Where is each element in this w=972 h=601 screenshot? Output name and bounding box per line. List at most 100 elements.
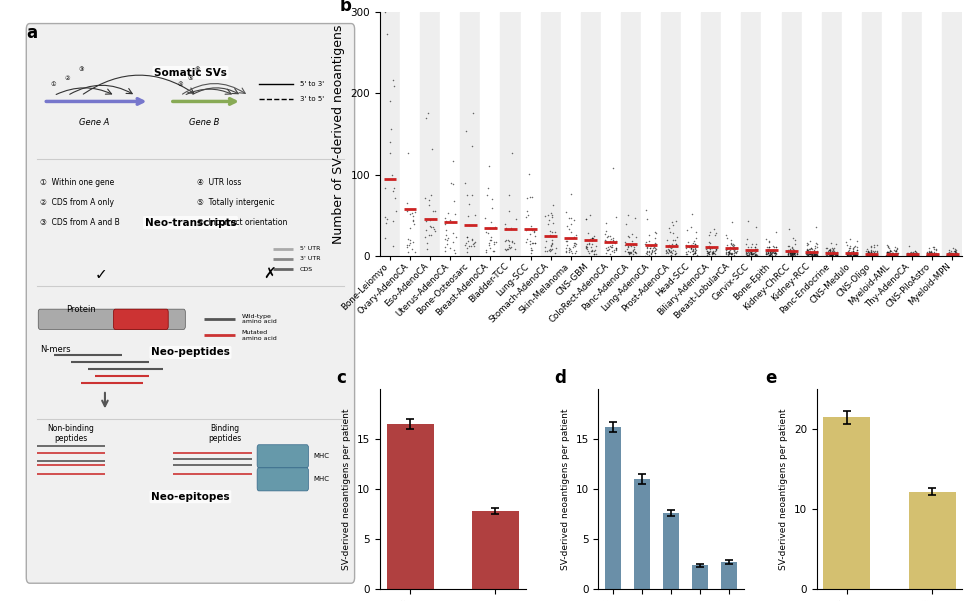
- Point: [742, 248, 757, 258]
- Point: [706, 249, 721, 258]
- Point: [547, 248, 563, 257]
- Point: [884, 249, 899, 258]
- Point: [626, 239, 642, 249]
- Point: [568, 230, 583, 240]
- Point: [920, 250, 935, 260]
- Point: [742, 245, 757, 255]
- Point: [578, 243, 594, 252]
- Point: [923, 251, 939, 260]
- Point: [885, 249, 900, 259]
- Point: [860, 251, 876, 260]
- Point: [643, 245, 659, 255]
- Point: [647, 227, 663, 236]
- Point: [901, 248, 917, 258]
- Point: [746, 244, 762, 254]
- Point: [840, 248, 855, 257]
- Point: [461, 220, 476, 230]
- Point: [840, 249, 855, 259]
- Point: [823, 249, 839, 259]
- Point: [824, 250, 840, 260]
- Point: [906, 248, 921, 258]
- Point: [945, 249, 960, 258]
- Point: [766, 242, 781, 252]
- Point: [739, 234, 754, 244]
- Point: [909, 251, 924, 261]
- Point: [486, 237, 502, 247]
- Point: [799, 249, 815, 259]
- Point: [866, 248, 882, 257]
- Point: [478, 227, 494, 237]
- Point: [943, 251, 958, 260]
- Point: [483, 236, 499, 245]
- Text: Somatic SVs: Somatic SVs: [154, 67, 226, 78]
- Point: [928, 244, 944, 254]
- Point: [925, 249, 941, 259]
- Point: [621, 232, 637, 242]
- Point: [949, 245, 964, 254]
- Point: [747, 242, 763, 252]
- Point: [928, 245, 944, 254]
- Point: [781, 224, 797, 233]
- Point: [799, 245, 815, 255]
- Point: [950, 249, 965, 259]
- Point: [944, 249, 959, 258]
- Point: [406, 219, 422, 228]
- Point: [564, 220, 579, 230]
- Point: [907, 246, 922, 256]
- Point: [920, 250, 936, 260]
- Point: [781, 246, 797, 256]
- Point: [687, 245, 703, 254]
- Point: [668, 242, 683, 251]
- Point: [903, 249, 919, 259]
- Point: [544, 213, 560, 222]
- Point: [900, 251, 916, 260]
- Point: [400, 240, 416, 250]
- Point: [925, 250, 941, 260]
- Point: [747, 243, 763, 252]
- Point: [823, 250, 839, 260]
- Point: [900, 249, 916, 259]
- Point: [947, 247, 962, 257]
- Point: [861, 250, 877, 260]
- Point: [810, 240, 825, 249]
- Point: [845, 246, 860, 256]
- Point: [826, 246, 842, 256]
- Point: [569, 246, 584, 256]
- Point: [805, 249, 820, 259]
- Point: [908, 250, 923, 260]
- Point: [669, 241, 684, 251]
- Point: [740, 248, 755, 257]
- Point: [682, 248, 698, 257]
- Point: [908, 251, 923, 260]
- Point: [620, 247, 636, 257]
- Point: [542, 209, 558, 218]
- Point: [806, 250, 821, 260]
- Point: [646, 246, 662, 256]
- Point: [723, 249, 739, 259]
- Point: [863, 246, 879, 255]
- Point: [929, 251, 945, 260]
- Point: [862, 249, 878, 258]
- Point: [907, 251, 922, 260]
- Point: [465, 236, 480, 245]
- Point: [843, 251, 858, 261]
- Point: [864, 250, 880, 260]
- Point: [561, 225, 576, 234]
- Point: [804, 244, 819, 254]
- Point: [927, 249, 943, 258]
- Point: [907, 251, 922, 260]
- Point: [718, 244, 734, 254]
- Point: [861, 249, 877, 259]
- Point: [647, 243, 663, 253]
- Point: [909, 248, 924, 258]
- Point: [417, 194, 433, 203]
- Point: [949, 251, 964, 260]
- Point: [623, 248, 639, 257]
- Point: [759, 242, 775, 251]
- Point: [799, 249, 815, 258]
- Point: [564, 189, 579, 199]
- Point: [946, 251, 961, 260]
- Point: [859, 251, 875, 260]
- Point: [578, 243, 594, 252]
- Point: [863, 251, 879, 260]
